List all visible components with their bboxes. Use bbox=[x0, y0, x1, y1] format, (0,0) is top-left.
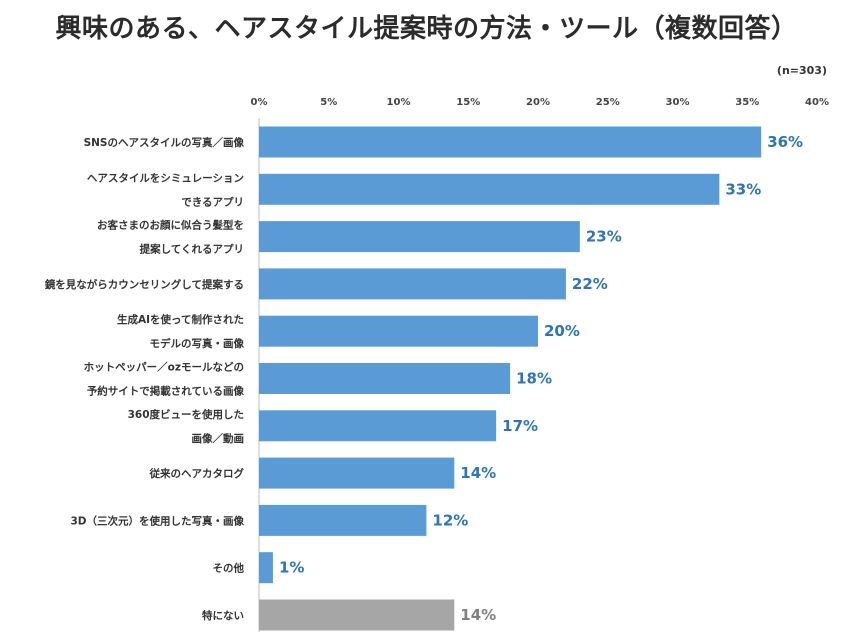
data-label: 18% bbox=[516, 370, 552, 388]
bar bbox=[259, 457, 455, 489]
category-label: 360度ビューを使用した bbox=[128, 408, 244, 421]
category-label: ホットペッパー／ozモールなどの bbox=[84, 361, 244, 374]
bar bbox=[259, 315, 538, 347]
x-tick-label: 30% bbox=[666, 97, 690, 108]
data-label: 23% bbox=[586, 228, 622, 246]
x-tick-label: 10% bbox=[387, 97, 411, 108]
x-tick-label: 5% bbox=[320, 97, 337, 108]
bar bbox=[259, 552, 273, 584]
bar bbox=[259, 268, 566, 300]
category-label: 画像／動画 bbox=[192, 432, 245, 445]
x-tick-label: 25% bbox=[596, 97, 620, 108]
data-label: 17% bbox=[502, 417, 538, 435]
bar bbox=[259, 599, 455, 631]
category-label: 特にない bbox=[202, 609, 244, 622]
data-label: 36% bbox=[767, 133, 803, 151]
sample-size-note: (n=303) bbox=[776, 64, 827, 77]
bar bbox=[259, 126, 762, 158]
bar bbox=[259, 410, 497, 442]
x-tick-label: 0% bbox=[251, 97, 268, 108]
category-label: ヘアスタイルをシミュレーション bbox=[87, 172, 244, 184]
bar bbox=[259, 504, 427, 536]
category-label: 3D（三次元）を使用した写真・画像 bbox=[70, 514, 244, 527]
category-label: モデルの写真・画像 bbox=[150, 337, 245, 350]
data-label: 14% bbox=[460, 464, 496, 482]
bar bbox=[259, 363, 511, 394]
x-tick-label: 35% bbox=[735, 97, 759, 108]
data-label: 1% bbox=[279, 559, 304, 577]
category-label: 生成AIを使って制作された bbox=[117, 313, 244, 326]
data-label: 20% bbox=[544, 322, 580, 340]
category-label: 提案してくれるアプリ bbox=[140, 243, 244, 256]
bar bbox=[259, 173, 720, 205]
x-tick-label: 40% bbox=[805, 97, 829, 108]
data-label: 22% bbox=[572, 275, 608, 293]
data-label: 14% bbox=[460, 606, 496, 624]
data-label: 12% bbox=[432, 511, 468, 529]
data-label: 33% bbox=[725, 180, 761, 198]
category-label: 鏡を見ながらカウンセリングして提案する bbox=[45, 278, 244, 291]
category-label: 従来のヘアカタログ bbox=[149, 467, 245, 480]
x-tick-label: 15% bbox=[456, 97, 480, 108]
category-label: SNSのヘアスタイルの写真／画像 bbox=[84, 136, 245, 149]
category-label: 予約サイトで掲載されている画像 bbox=[87, 385, 245, 398]
category-label: できるアプリ bbox=[181, 195, 244, 208]
x-tick-label: 20% bbox=[526, 97, 550, 108]
category-label: お客さまのお顔に似合う髪型を bbox=[97, 219, 244, 232]
chart-title: 興味のある、ヘアスタイル提案時の方法・ツール（複数回答） bbox=[55, 14, 798, 44]
category-label: その他 bbox=[213, 562, 245, 575]
bar bbox=[259, 221, 580, 253]
